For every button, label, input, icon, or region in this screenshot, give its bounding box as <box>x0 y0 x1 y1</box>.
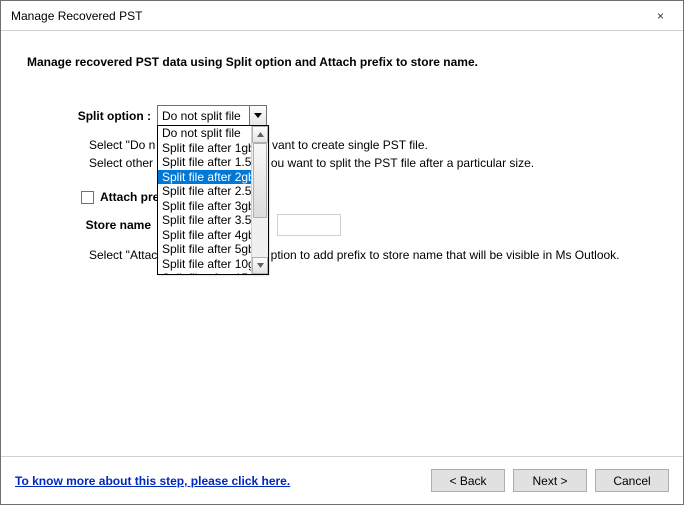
dropdown-scrollbar[interactable] <box>251 126 268 274</box>
attach-prefix-checkbox[interactable] <box>81 191 94 204</box>
dialog-body: Manage recovered PST data using Split op… <box>1 31 683 456</box>
chevron-down-icon[interactable] <box>249 106 266 125</box>
store-name-label: Store name <box>27 218 157 232</box>
page-heading: Manage recovered PST data using Split op… <box>27 55 657 69</box>
titlebar: Manage Recovered PST × <box>1 1 683 31</box>
dropdown-inner: Do not split fileSplit file after 1gbSpl… <box>158 126 268 274</box>
dialog-footer: To know more about this step, please cli… <box>1 456 683 504</box>
cancel-button[interactable]: Cancel <box>595 469 669 492</box>
dropdown-item[interactable]: Split file after 5gb <box>158 242 251 257</box>
split-option-label: Split option : <box>27 109 157 123</box>
dropdown-item[interactable]: Split file after 3.5gb <box>158 213 251 228</box>
split-option-row: Split option : Do not split file Do not … <box>27 105 657 126</box>
split-option-dropdown[interactable]: Do not split fileSplit file after 1gbSpl… <box>157 125 269 275</box>
dropdown-item[interactable]: Split file after 1gb <box>158 141 251 156</box>
scroll-up-icon[interactable] <box>252 126 268 143</box>
back-button[interactable]: < Back <box>431 469 505 492</box>
store-name-row: Store name <box>27 214 657 236</box>
scroll-track[interactable] <box>252 143 268 257</box>
attach-help-post: ption to add prefix to store name that w… <box>271 248 620 262</box>
attach-help-pre: Select "Attach <box>89 248 164 262</box>
close-icon: × <box>657 9 664 23</box>
dropdown-item[interactable]: Split file after 2gb <box>158 170 251 185</box>
next-button[interactable]: Next > <box>513 469 587 492</box>
dropdown-item[interactable]: Do not split file <box>158 126 251 141</box>
split-option-display[interactable]: Do not split file <box>157 105 267 126</box>
learn-more-link[interactable]: To know more about this step, please cli… <box>15 474 290 488</box>
help-line1-post: vant to create single PST file. <box>272 138 428 152</box>
window-title: Manage Recovered PST <box>11 9 638 23</box>
help-line1-pre: Select "Do n <box>89 138 155 152</box>
help-line2-pre: Select other P <box>89 156 164 170</box>
store-name-input[interactable] <box>277 214 341 236</box>
help-line2-post: ou want to split the PST file after a pa… <box>271 156 534 170</box>
dropdown-item[interactable]: Split file after 3gb <box>158 199 251 214</box>
split-option-value: Do not split file <box>162 109 241 123</box>
dropdown-item[interactable]: Split file after 1.5 gb <box>158 155 251 170</box>
dropdown-item[interactable]: Split file after 15gb <box>158 271 251 274</box>
close-button[interactable]: × <box>638 1 683 31</box>
split-option-select[interactable]: Do not split file Do not split fileSplit… <box>157 105 267 126</box>
dialog-window: Manage Recovered PST × Manage recovered … <box>0 0 684 505</box>
scroll-thumb[interactable] <box>253 143 267 218</box>
dropdown-item[interactable]: Split file after 10gb <box>158 257 251 272</box>
dropdown-item[interactable]: Split file after 4gb <box>158 228 251 243</box>
dropdown-item[interactable]: Split file after 2.5gb <box>158 184 251 199</box>
scroll-down-icon[interactable] <box>252 257 268 274</box>
